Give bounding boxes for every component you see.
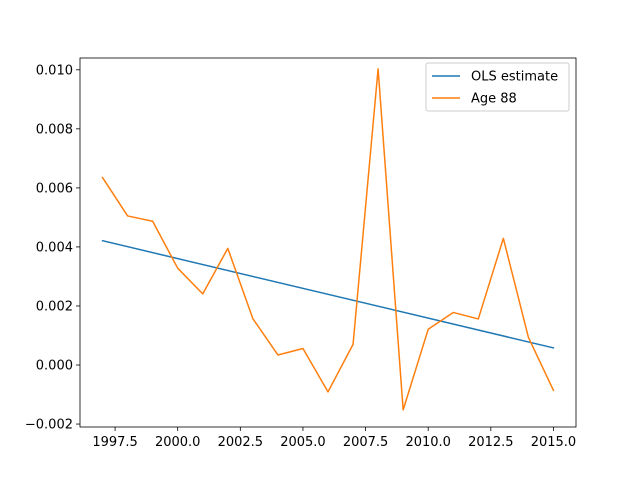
y-tick-label: 0.004: [36, 240, 73, 255]
y-tick-label: 0.000: [36, 359, 73, 374]
axes-layer: 1997.5 2000.0 2002.5 2005.0 2007.5 2010.0 2012…: [25, 57, 577, 450]
y-tick-label: 0.006: [36, 181, 73, 196]
y-tick-label: −0.002: [25, 418, 73, 433]
series-line-ols-estimate: [101, 239, 555, 349]
x-tick-label: 2002.5: [218, 435, 264, 450]
x-tick-label: 2012.5: [468, 435, 514, 450]
y-tick-label: 0.008: [36, 122, 73, 137]
series-line-age-88: [101, 68, 555, 411]
x-tick-label: 2015.0: [531, 435, 577, 450]
x-tick-label: 2010.0: [405, 435, 451, 450]
axes-frame: [79, 57, 577, 428]
x-tick-label: 2005.0: [280, 435, 326, 450]
y-tick-label: 0.010: [36, 63, 73, 78]
legend: OLS estimate Age 88: [425, 62, 570, 112]
y-tick-label: 0.002: [36, 299, 73, 314]
legend-entry-label: Age 88: [471, 92, 517, 107]
x-tick-label: 2007.5: [343, 435, 389, 450]
x-tick-label: 1997.5: [92, 435, 138, 450]
series-layer: [101, 68, 555, 411]
x-tick-label: 2000.0: [155, 435, 201, 450]
legend-box: [425, 62, 570, 112]
legend-entry-label: OLS estimate: [471, 70, 558, 85]
